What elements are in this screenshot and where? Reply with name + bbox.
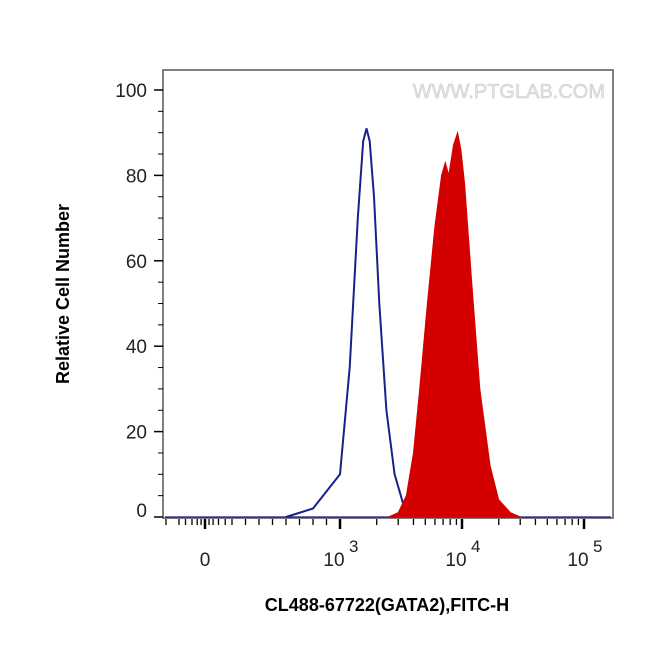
series-1-fill <box>388 130 521 518</box>
y-tick-label: 40 <box>126 337 147 358</box>
y-tick-label: 20 <box>126 423 147 444</box>
x-tick-label: 0 <box>200 550 211 571</box>
x-tick-label: 10 <box>567 550 588 571</box>
x-tick-exponent: 4 <box>471 537 480 556</box>
x-tick-label: 10 <box>323 550 344 571</box>
y-tick-label: 80 <box>126 166 147 187</box>
y-axis-label: Relative Cell Number <box>53 204 73 384</box>
watermark: WWW.PTGLAB.COM <box>413 81 605 103</box>
series-0-line <box>285 128 426 518</box>
y-tick-label: 100 <box>115 81 147 102</box>
y-tick-label: 60 <box>126 252 147 273</box>
x-tick-label: 10 <box>445 550 466 571</box>
plot-frame <box>162 69 614 519</box>
y-tick-label: 0 <box>136 501 147 522</box>
x-tick-exponent: 5 <box>593 537 602 556</box>
x-tick-exponent: 3 <box>349 537 358 556</box>
x-axis-label: CL488-67722(GATA2),FITC-H <box>265 595 509 615</box>
